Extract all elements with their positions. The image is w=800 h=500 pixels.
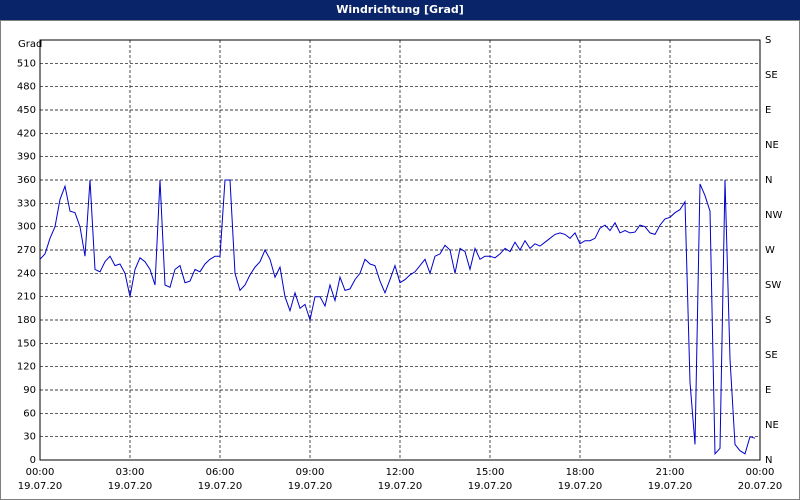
x-tick-label: 06:00 19.07.20 <box>197 467 243 492</box>
chart-title: Windrichtung [Grad] <box>0 0 800 20</box>
y2-tick-label: SE <box>765 70 778 81</box>
x-tick-label: 09:00 19.07.20 <box>287 467 333 492</box>
y-tick-label: 510 <box>17 58 36 69</box>
data-line <box>39 179 756 456</box>
y-axis-label: Grad <box>18 39 42 50</box>
y2-tick-label: N <box>765 455 772 466</box>
y2-tick-label: SE <box>765 350 778 361</box>
y2-tick-label: NE <box>765 420 779 431</box>
y2-tick-label: E <box>765 385 771 396</box>
y-tick-label: 0 <box>30 455 36 466</box>
y-tick-label: 60 <box>23 408 36 419</box>
plot-frame <box>39 39 761 461</box>
y-tick-label: 90 <box>23 385 36 396</box>
y2-tick-label: NE <box>765 140 779 151</box>
y-tick-label: 270 <box>17 245 36 256</box>
y-tick-label: 120 <box>17 362 36 373</box>
y-tick-label: 300 <box>17 222 36 233</box>
y2-tick-label: S <box>765 315 771 326</box>
y-tick-label: 420 <box>17 128 36 139</box>
x-tick-label: 21:00 19.07.20 <box>647 467 693 492</box>
y-tick-label: 180 <box>17 315 36 326</box>
y-tick-label: 330 <box>17 198 36 209</box>
x-tick-label: 00:00 20.07.20 <box>737 467 783 492</box>
y2-tick-label: E <box>765 105 771 116</box>
x-tick-label: 03:00 19.07.20 <box>107 467 153 492</box>
y2-tick-label: N <box>765 175 772 186</box>
y2-tick-label: W <box>765 245 775 256</box>
x-tick-label: 12:00 19.07.20 <box>377 467 423 492</box>
x-tick-label: 00:00 19.07.20 <box>17 467 63 492</box>
y-tick-label: 150 <box>17 338 36 349</box>
x-tick-label: 15:00 19.07.20 <box>467 467 513 492</box>
y2-tick-label: S <box>765 35 771 46</box>
y-tick-label: 210 <box>17 292 36 303</box>
y-tick-label: 240 <box>17 268 36 279</box>
y2-tick-label: NW <box>765 210 782 221</box>
y-tick-label: 360 <box>17 175 36 186</box>
y2-tick-label: SW <box>765 280 781 291</box>
y-tick-label: 390 <box>17 152 36 163</box>
y-tick-label: 30 <box>23 432 36 443</box>
y-tick-label: 450 <box>17 105 36 116</box>
y-tick-label: 480 <box>17 82 36 93</box>
x-tick-label: 18:00 19.07.20 <box>557 467 603 492</box>
